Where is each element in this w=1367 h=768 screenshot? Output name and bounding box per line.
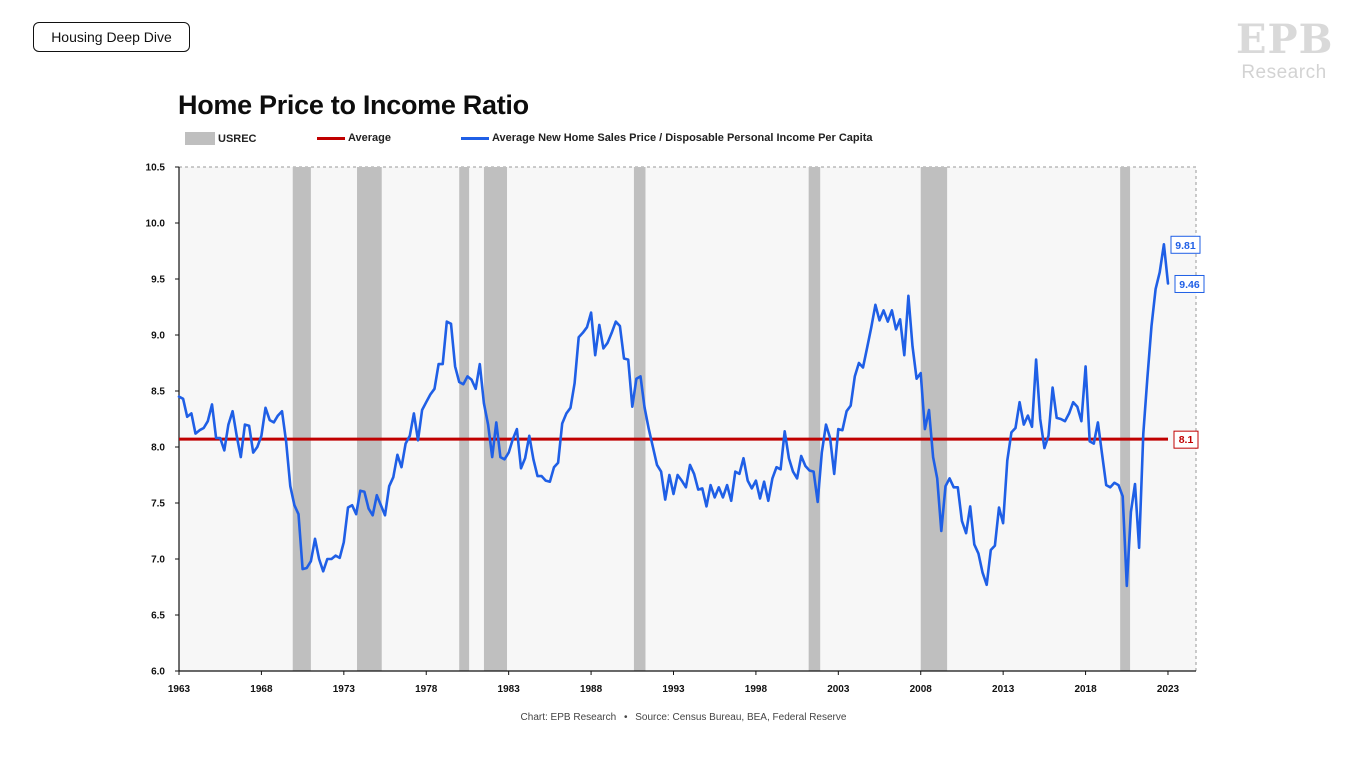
- legend-label-ratio: Average New Home Sales Price / Disposabl…: [492, 132, 873, 144]
- recession-band: [292, 167, 311, 671]
- legend-label-usrec: USREC: [218, 132, 257, 145]
- x-tick-label: 1968: [250, 684, 273, 695]
- plot-background: [179, 167, 1196, 671]
- x-tick-label: 2008: [910, 684, 933, 695]
- average-value-label: 8.1: [1179, 434, 1194, 446]
- source-separator: •: [623, 712, 628, 723]
- x-tick-label: 1973: [333, 684, 356, 695]
- end-value-box: [1174, 274, 1205, 293]
- y-tick-label: 8.0: [151, 443, 165, 454]
- recession-band: [808, 167, 821, 671]
- logo-mark: EPB: [1236, 16, 1334, 63]
- recession-band: [1120, 167, 1131, 671]
- y-tick-label: 10.0: [146, 219, 166, 230]
- source-chart-by: Chart: EPB Research: [520, 712, 617, 723]
- ratio-series-line: [177, 243, 1170, 588]
- logo-subtitle: Research: [1241, 62, 1327, 83]
- legend-label-average: Average: [348, 132, 392, 144]
- y-tick-label: 8.5: [151, 387, 165, 398]
- plot-frame: [179, 166, 1197, 671]
- legend-swatch-average: [317, 136, 345, 140]
- x-tick-label: 2023: [1157, 684, 1180, 695]
- x-tick-label: 2003: [827, 684, 850, 695]
- y-tick-label: 7.5: [151, 499, 165, 510]
- x-tick-label: 1988: [580, 684, 603, 695]
- average-label-box: [1173, 430, 1199, 449]
- x-tick-label: 1963: [168, 684, 191, 695]
- x-tick-label: 2013: [992, 684, 1015, 695]
- chart-source: Chart: EPB Research • Source: Census Bur…: [0, 712, 1367, 723]
- y-tick-label: 7.0: [151, 555, 165, 566]
- section-badge: Housing Deep Dive: [33, 22, 190, 52]
- section-badge-label: Housing Deep Dive: [51, 29, 172, 45]
- recession-band: [459, 167, 470, 671]
- chart-title: Home Price to Income Ratio: [178, 90, 529, 120]
- legend-swatch-ratio: [461, 136, 489, 140]
- epb-research-logo: EPB Research: [1232, 20, 1336, 84]
- legend-item-usrec: USREC: [185, 132, 257, 145]
- legend-item-ratio: Average New Home Sales Price / Disposabl…: [461, 132, 872, 144]
- end-value-label: 9.81: [1175, 240, 1196, 252]
- legend-item-average: Average: [317, 132, 391, 144]
- x-tick-label: 1998: [745, 684, 768, 695]
- end-value-label: 9.46: [1179, 279, 1200, 291]
- legend-swatch-recession: [185, 132, 215, 145]
- x-tick-label: 2018: [1074, 684, 1097, 695]
- end-value-box: [1170, 235, 1201, 254]
- recession-band: [483, 167, 508, 671]
- y-tick-label: 6.0: [151, 667, 165, 678]
- x-tick-label: 1983: [498, 684, 521, 695]
- x-tick-label: 1993: [662, 684, 685, 695]
- y-tick-label: 9.5: [151, 275, 165, 286]
- y-tick-label: 6.5: [151, 611, 165, 622]
- recession-band: [357, 167, 382, 671]
- x-tick-label: 1978: [415, 684, 438, 695]
- y-tick-label: 9.0: [151, 331, 165, 342]
- source-list: Source: Census Bureau, BEA, Federal Rese…: [635, 712, 847, 723]
- recession-band: [633, 167, 646, 671]
- y-tick-label: 10.5: [146, 163, 166, 174]
